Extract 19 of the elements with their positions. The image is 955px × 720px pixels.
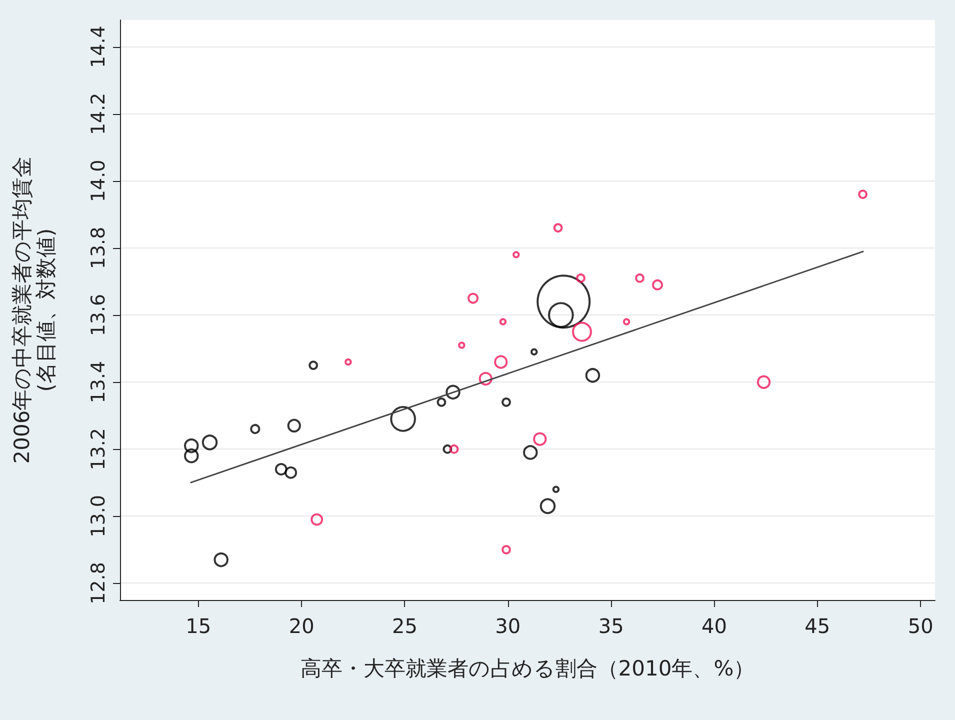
x-tick-label: 20 [288,614,314,638]
y-tick-label: 14.2 [88,92,110,136]
y-tick-label: 14.4 [88,26,110,68]
x-tick-label: 25 [392,614,418,638]
x-tick-label: 40 [702,614,727,638]
y-tick-label: 14.0 [88,160,110,202]
x-axis-title: 高卒・大卒就業者の占める割合（2010年、%） [300,656,755,680]
y-tick-label: 12.8 [88,562,110,604]
x-tick-label: 30 [495,614,521,638]
y-tick-label: 13.0 [88,495,110,538]
x-tick-label: 50 [908,614,934,638]
y-tick-label: 13.8 [88,226,110,270]
y-axis-title: 2006年の中卒就業者の平均賃金 (名目値、対数値) [10,156,58,464]
x-tick-label: 35 [598,614,624,638]
x-tick-label: 15 [186,614,212,638]
x-tick-label: 45 [804,614,830,638]
y-tick-label: 13.2 [88,428,110,470]
y-tick-label: 13.6 [88,294,110,336]
y-tick-label: 13.4 [88,360,110,404]
